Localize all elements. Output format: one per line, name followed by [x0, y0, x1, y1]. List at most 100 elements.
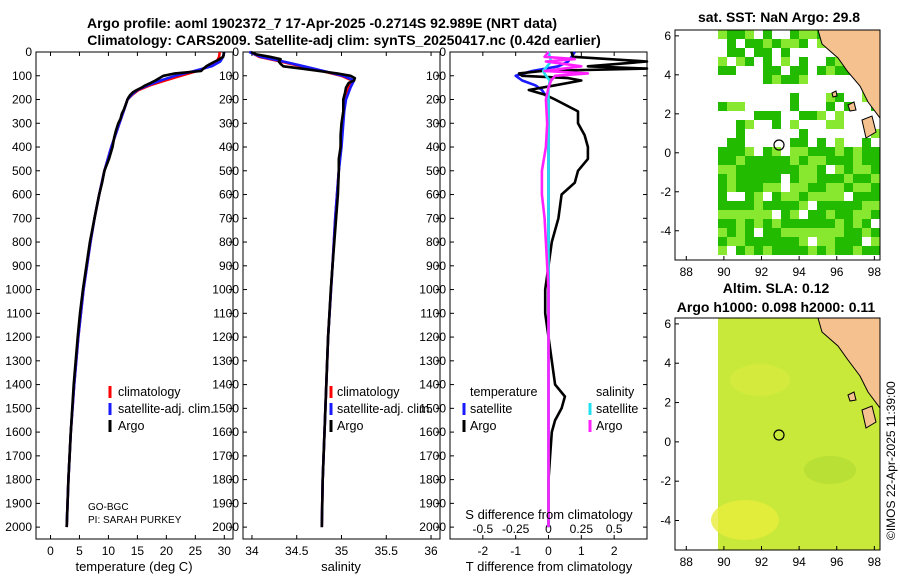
sst-cell — [727, 138, 736, 147]
sst-cell — [727, 156, 736, 165]
sst-cell — [727, 228, 736, 237]
sst-cell — [871, 228, 880, 237]
depth-tick-label: 100 — [12, 69, 32, 83]
depth-tick-label: 0 — [25, 45, 32, 59]
sst-cell — [736, 237, 745, 246]
x-tick-label: 0 — [545, 544, 552, 558]
sst-cell — [808, 111, 817, 120]
map-lat-tick-label: 6 — [664, 29, 671, 43]
sst-cell — [790, 93, 799, 102]
sst-cell — [727, 237, 736, 246]
map-lon-tick-label: 90 — [717, 555, 731, 569]
sst-cell — [754, 210, 763, 219]
x-tick-label: 34.5 — [285, 544, 309, 558]
sst-cell — [835, 93, 844, 102]
sst-cell — [718, 156, 727, 165]
sst-cell — [754, 201, 763, 210]
sst-cell — [799, 165, 808, 174]
map-lat-tick-label: 4 — [664, 68, 671, 82]
sst-cell — [862, 138, 871, 147]
island-landmass — [861, 405, 877, 429]
sst-cell — [826, 102, 835, 111]
sst-cell — [844, 147, 853, 156]
depth-tick-label: 300 — [12, 116, 32, 130]
sst-cell — [763, 246, 772, 255]
legend-label-t-satellite: satellite — [470, 402, 512, 416]
sst-cell — [853, 219, 862, 228]
map-lat-tick-label: 0 — [664, 435, 671, 449]
sst-cell — [727, 174, 736, 183]
depth-tick-label: 700 — [12, 211, 32, 225]
x-tick-label: 1 — [578, 544, 585, 558]
depth-tick-label: 2000 — [212, 520, 239, 534]
sst-cell — [772, 237, 781, 246]
sst-cell — [835, 111, 844, 120]
sst-cell — [718, 57, 727, 66]
sla-anomaly-patch — [804, 456, 856, 484]
sst-cell — [871, 156, 880, 165]
sst-cell — [736, 165, 745, 174]
depth-tick-label: 1600 — [5, 425, 32, 439]
depth-tick-label: 1900 — [419, 496, 446, 510]
sst-cell — [718, 237, 727, 246]
sst-cell — [736, 156, 745, 165]
sst-cell — [799, 183, 808, 192]
depth-tick-label: 200 — [12, 93, 32, 107]
sst-cell — [754, 165, 763, 174]
sst-cell — [790, 201, 799, 210]
sst-cell — [853, 246, 862, 255]
legend-title-salinity: salinity — [596, 385, 635, 399]
sst-cell — [745, 228, 754, 237]
sst-cell — [871, 192, 880, 201]
sst-cell — [844, 174, 853, 183]
depth-tick-label: 1600 — [212, 425, 239, 439]
sst-cell — [772, 192, 781, 201]
depth-tick-label: 1100 — [420, 306, 446, 320]
depth-tick-label: 800 — [426, 235, 446, 249]
legend-label-climatology: climatology — [337, 385, 400, 399]
depth-tick-label: 800 — [12, 235, 32, 249]
sst-cell — [781, 48, 790, 57]
sst-cell — [808, 174, 817, 183]
series-line-argo — [65, 52, 225, 528]
sst-cell — [808, 210, 817, 219]
sst-cell — [862, 165, 871, 174]
depth-tick-label: 1800 — [5, 473, 32, 487]
sst-cell — [763, 75, 772, 84]
sst-cell — [799, 237, 808, 246]
sst-cell — [763, 66, 772, 75]
depth-tick-label: 1600 — [419, 425, 446, 439]
sst-cell — [763, 111, 772, 120]
depth-tick-label: 1200 — [212, 330, 239, 344]
sst-cell — [871, 237, 880, 246]
sst-cell — [754, 192, 763, 201]
depth-tick-label: 300 — [219, 116, 239, 130]
depth-tick-label: 0 — [232, 45, 239, 59]
sst-cell — [763, 210, 772, 219]
sst-cell — [826, 210, 835, 219]
sst-cell — [736, 129, 745, 138]
sst-cell — [754, 237, 763, 246]
depth-tick-label: 900 — [426, 259, 446, 273]
map-lon-tick-label: 94 — [792, 265, 806, 279]
sst-cell — [853, 228, 862, 237]
s-tick-label: 0 — [545, 522, 552, 536]
sst-cell — [871, 165, 880, 174]
sst-cell — [781, 165, 790, 174]
depth-tick-label: 600 — [12, 188, 32, 202]
sst-cell — [853, 147, 862, 156]
sst-cell — [844, 201, 853, 210]
sst-cell — [835, 219, 844, 228]
sst-cell — [862, 228, 871, 237]
sst-cell — [781, 210, 790, 219]
sst-cell — [772, 39, 781, 48]
sst-cell — [763, 156, 772, 165]
sst-cell — [871, 183, 880, 192]
sst-cell — [736, 48, 745, 57]
sst-cell — [727, 39, 736, 48]
sst-cell — [835, 246, 844, 255]
map-lat-tick-label: 0 — [664, 146, 671, 160]
depth-tick-label: 600 — [426, 188, 446, 202]
sst-cell — [853, 201, 862, 210]
sst-cell — [736, 246, 745, 255]
